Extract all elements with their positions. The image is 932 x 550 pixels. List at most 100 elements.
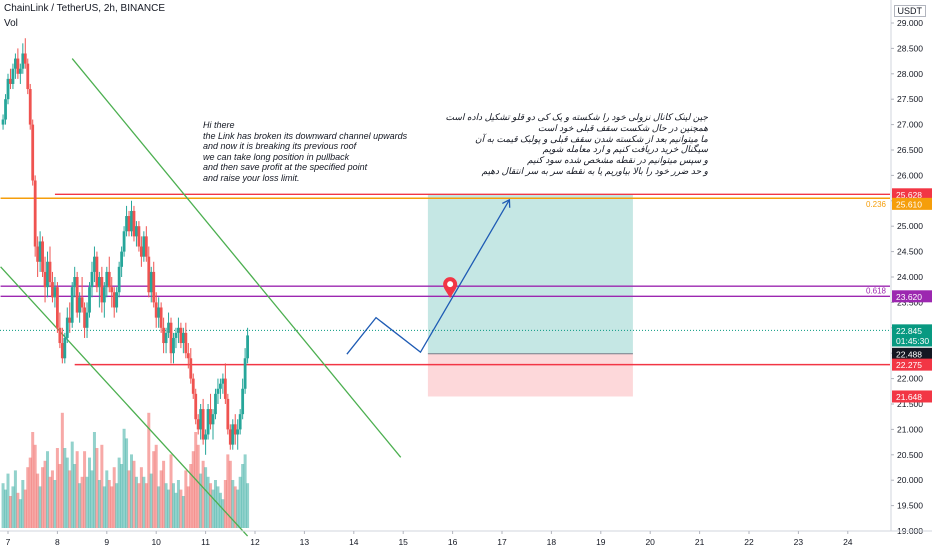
candle-body: [147, 256, 151, 293]
candle-body: [1, 119, 5, 125]
candle-body: [4, 99, 7, 120]
volume-bar: [92, 432, 96, 528]
volume-bar: [23, 489, 27, 528]
price-label-text: 21.648: [896, 392, 922, 402]
price-label-text: 22.845: [896, 326, 922, 336]
candle-body: [221, 378, 225, 384]
volume-bar: [149, 473, 153, 528]
english-note[interactable]: Hi there the Link has broken its downwar…: [203, 120, 408, 183]
volume-bar: [60, 412, 64, 528]
projection-path[interactable]: [346, 198, 511, 355]
candle-body: [201, 409, 205, 440]
candle-body: [216, 388, 220, 394]
volume-bar: [184, 470, 188, 528]
time-tick-label: 14: [349, 537, 359, 547]
candle-body: [110, 287, 114, 293]
trendlines[interactable]: [0, 58, 402, 537]
candle-body: [142, 236, 146, 257]
price-tick-label: 29.000: [897, 18, 923, 28]
candle-body: [152, 271, 156, 303]
persian-note[interactable]: جین لینک کانال نزولی خود را شکسته و یک ک…: [445, 112, 708, 176]
candle-body: [189, 358, 193, 379]
candle-body: [102, 287, 106, 303]
time-tick-label: 15: [398, 537, 408, 547]
time-axis[interactable]: 7 8 9 10 11 12 13 14 15 16 17 18 19 20 21 22 23 24: [0, 530, 932, 547]
price-tick-label: 20.500: [897, 450, 923, 460]
candle-body: [228, 429, 232, 445]
candle-body: [196, 419, 200, 430]
candle-body: [112, 292, 116, 308]
volume-bar: [63, 448, 67, 528]
time-tick-label: 7: [6, 537, 11, 547]
price-tick-label: 28.500: [897, 43, 923, 53]
candle-body: [139, 246, 143, 257]
volume-bar: [6, 473, 10, 528]
candle-body: [117, 266, 121, 293]
volume-bar: [107, 480, 111, 528]
price-label-bg: [892, 390, 932, 403]
candle-body: [28, 89, 32, 125]
candle-body: [60, 343, 64, 359]
volume-bar: [65, 457, 69, 528]
volume-bar: [221, 499, 225, 528]
stop-zone: [427, 353, 633, 397]
volume-bar: [181, 496, 185, 528]
price-tick-label: 26.500: [897, 145, 923, 155]
volume-bar: [209, 483, 213, 528]
price-tick-label: 20.000: [897, 475, 923, 485]
currency-badge[interactable]: USDT: [893, 5, 926, 17]
time-tick-label: 19: [596, 537, 606, 547]
candle-body: [115, 292, 119, 308]
price-label-badge: 22.488: [892, 347, 932, 360]
candle-body: [36, 246, 40, 262]
candle-body: [164, 332, 168, 344]
volume-bar: [191, 451, 195, 528]
volume-bar: [58, 464, 62, 528]
time-tick-label: 24: [843, 537, 853, 547]
price-label-badge: 25.628: [892, 188, 932, 201]
volume-bar: [164, 483, 168, 528]
candle-body: [127, 216, 131, 232]
candle-body: [9, 78, 12, 84]
time-tick-label: 22: [744, 537, 754, 547]
volume-bar: [211, 489, 215, 528]
time-tick-label: 11: [201, 537, 210, 547]
candle-body: [70, 287, 74, 323]
time-tick-label: 17: [497, 537, 507, 547]
volume-bar: [117, 457, 121, 528]
price-label-badge: 25.610: [892, 197, 932, 210]
volume-bar: [102, 486, 106, 528]
candle-body: [169, 322, 173, 354]
candle-body: [11, 68, 15, 84]
price-axis[interactable]: 29.000 28.500 28.000 27.500 27.000 26.500 26.0…: [890, 0, 932, 550]
candle-body: [223, 378, 227, 399]
volume-bar: [243, 454, 247, 528]
candle-body: [179, 327, 183, 344]
volume-bar: [231, 480, 235, 528]
volume-bar: [11, 486, 15, 528]
candle-body: [157, 307, 161, 318]
candle-body: [186, 353, 190, 359]
candle-body: [199, 409, 203, 430]
candle-body: [191, 378, 195, 394]
volume-bar: [80, 476, 84, 528]
candle-body: [130, 210, 133, 232]
candle-body: [159, 307, 163, 328]
volume-bar: [38, 486, 42, 528]
candle-body: [209, 409, 212, 425]
long-position-tool[interactable]: [427, 194, 633, 397]
price-tick-label: 23.500: [897, 297, 923, 307]
candle-body: [100, 277, 104, 303]
candle-body: [41, 241, 44, 272]
time-tick-label: 12: [250, 537, 260, 547]
candle-body: [135, 226, 138, 237]
candle-body: [107, 271, 111, 288]
volume-bar: [132, 460, 136, 528]
volume-bar: [213, 480, 217, 528]
projection-line: [346, 199, 510, 355]
candle-body: [97, 277, 101, 288]
volume-bar: [50, 470, 54, 528]
candle-body: [132, 210, 136, 237]
price-label-bg: [892, 188, 932, 201]
